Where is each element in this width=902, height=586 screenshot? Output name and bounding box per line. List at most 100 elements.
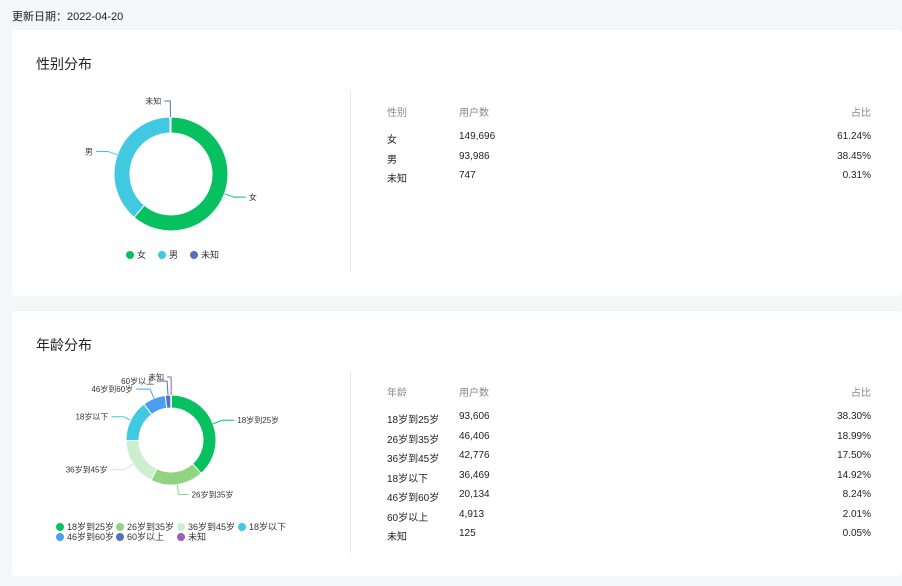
age-legend-item-4[interactable]: 46岁到60岁 <box>56 530 114 543</box>
table-row: 36岁到45岁 42,776 17.50% <box>387 450 871 470</box>
age-legend-item-2[interactable]: 36岁到45岁 <box>177 520 235 533</box>
age-label-line-0 <box>212 419 235 425</box>
gender-legend-item-0[interactable]: 女 <box>126 248 146 261</box>
age-cell-ratio: 14.92% <box>837 469 871 481</box>
age-cell-category: 26岁到35岁 <box>387 434 440 446</box>
ratio-col-header: 占比 <box>851 108 871 119</box>
gender-legend-dot-icon <box>126 250 134 259</box>
age-label-line-4 <box>136 388 155 399</box>
table-row: 18岁以下 36,469 14.92% <box>387 470 871 490</box>
age-cell-users: 93,606 <box>459 411 490 422</box>
gender-slice-label-2: 未知 <box>145 96 161 106</box>
age-legend-item-5[interactable]: 60岁以上 <box>116 530 164 543</box>
age-cell-category: 46岁到60岁 <box>387 493 440 504</box>
age-cell-ratio: 8.24% <box>842 489 871 500</box>
table-row: 46岁到60岁 20,134 8.24% <box>387 489 871 509</box>
gender-cell-users: 93,986 <box>459 150 490 162</box>
gender-cell-ratio: 38.45% <box>837 150 871 162</box>
gender-donut-chart: 女 男 未知 <box>85 96 257 232</box>
gender-table: 性别 用户数 占比 女 149,696 61.24% 男 93,986 38.45% 未知 7… <box>387 104 871 190</box>
age-legend-dot-icon <box>177 522 185 531</box>
age-legend-label: 18岁以下 <box>249 522 287 532</box>
age-label-line-5 <box>157 380 169 396</box>
age-slice-label-1: 26岁到35岁 <box>192 489 234 499</box>
gender-legend-dot-icon <box>190 250 198 259</box>
age-cell-users: 36,469 <box>459 469 490 481</box>
gender-slice-2[interactable] <box>169 116 172 134</box>
age-slice-6[interactable] <box>170 394 172 409</box>
gender-slice-0[interactable] <box>133 116 229 232</box>
gender-cell-category: 女 <box>387 135 397 146</box>
update-date-label: 更新日期： <box>12 11 67 23</box>
age-cell-users: 4,913 <box>459 508 485 520</box>
gender-slice-1[interactable] <box>113 116 171 219</box>
table-row: 未知 125 0.05% <box>387 528 871 548</box>
age-slice-label-2: 36岁到45岁 <box>66 464 108 474</box>
age-table-header: 年龄 用户数 占比 <box>387 384 871 411</box>
age-cell-ratio: 38.30% <box>837 411 871 422</box>
gender-slice-label-0: 女 <box>249 192 257 202</box>
gender-legend-item-2[interactable]: 未知 <box>190 248 219 261</box>
age-label-line-6 <box>167 376 172 396</box>
age-legend-dot-icon <box>116 532 124 541</box>
table-row: 18岁到25岁 93,606 38.30% <box>387 411 871 431</box>
gender-label-line-1 <box>95 150 118 156</box>
age-title: 年龄分布 <box>36 337 92 353</box>
age-card: 年龄分布 18岁到25岁 26岁到35岁 36岁到45岁 18岁以下 46岁到60岁 60… <box>12 311 902 576</box>
gender-divider <box>350 90 351 272</box>
gender-cell-users: 747 <box>459 170 476 181</box>
age-cell-category: 未知 <box>387 532 407 543</box>
age-slice-2[interactable] <box>125 439 158 482</box>
age-legend-dot-icon <box>116 522 124 531</box>
age-legend-label: 18岁到25岁 <box>67 522 115 532</box>
users-col-header: 用户数 <box>459 388 489 399</box>
gender-cell-ratio: 0.31% <box>842 170 871 181</box>
age-legend-label: 26岁到35岁 <box>127 522 175 532</box>
age-cell-users: 125 <box>459 528 476 539</box>
age-legend-item-3[interactable]: 18岁以下 <box>238 520 286 533</box>
table-row: 60岁以上 4,913 2.01% <box>387 509 871 529</box>
age-slice-1[interactable] <box>150 463 202 486</box>
age-legend-item-6[interactable]: 未知 <box>177 530 206 543</box>
age-label-line-2 <box>110 463 134 470</box>
age-slice-0[interactable] <box>170 394 217 475</box>
gender-legend-label: 未知 <box>201 250 220 260</box>
gender-cell-users: 149,696 <box>459 131 496 142</box>
age-label-line-3 <box>111 416 131 421</box>
table-row: 26岁到35岁 46,406 18.99% <box>387 431 871 451</box>
table-row: 未知 747 0.31% <box>387 170 871 190</box>
gender-table-body: 女 149,696 61.24% 男 93,986 38.45% 未知 747 0.31% <box>387 131 871 190</box>
gender-legend-dot-icon <box>158 250 166 259</box>
age-legend-label: 36岁到45岁 <box>188 522 236 532</box>
age-cell-users: 46,406 <box>459 430 490 442</box>
age-cell-ratio: 2.01% <box>842 508 871 520</box>
gender-slice-label-1: 男 <box>85 147 93 156</box>
age-legend-item-0[interactable]: 18岁到25岁 <box>56 520 114 533</box>
age-cell-ratio: 0.05% <box>842 528 871 539</box>
gender-label-line-2 <box>164 100 171 118</box>
age-slice-label-5: 60岁以上 <box>121 376 154 386</box>
gender-legend-label: 女 <box>137 250 147 260</box>
age-slice-label-6: 未知 <box>148 372 164 382</box>
age-legend-item-1[interactable]: 26岁到35岁 <box>116 520 174 533</box>
gender-card: 性别分布 女男未知 女男未知 性别 用户数 占比 女 149,696 61.24% 男… <box>12 30 902 296</box>
age-cell-category: 18岁到25岁 <box>387 415 440 426</box>
gender-legend-label: 男 <box>169 250 179 260</box>
age-slice-label-4: 46岁到60岁 <box>91 384 133 394</box>
age-cell-category: 60岁以上 <box>387 512 429 524</box>
gender-label-line-0 <box>224 193 246 198</box>
users-col-header: 用户数 <box>459 108 489 119</box>
ratio-col-header: 占比 <box>851 388 871 399</box>
age-legend-label: 未知 <box>188 532 207 542</box>
age-label-line-1 <box>176 484 189 495</box>
age-slice-label-3: 18岁以下 <box>75 412 108 422</box>
age-cell-ratio: 18.99% <box>837 430 871 442</box>
gender-legend-item-1[interactable]: 男 <box>158 248 178 261</box>
age-table-body: 18岁到25岁 93,606 38.30% 26岁到35岁 46,406 18.99% 36… <box>387 411 871 548</box>
age-legend-dot-icon <box>56 522 64 531</box>
age-legend-dot-icon <box>177 532 185 541</box>
age-legend-dot-icon <box>238 522 246 531</box>
age-cell-category: 36岁到45岁 <box>387 454 440 465</box>
gender-col-header: 性别 <box>387 108 407 119</box>
